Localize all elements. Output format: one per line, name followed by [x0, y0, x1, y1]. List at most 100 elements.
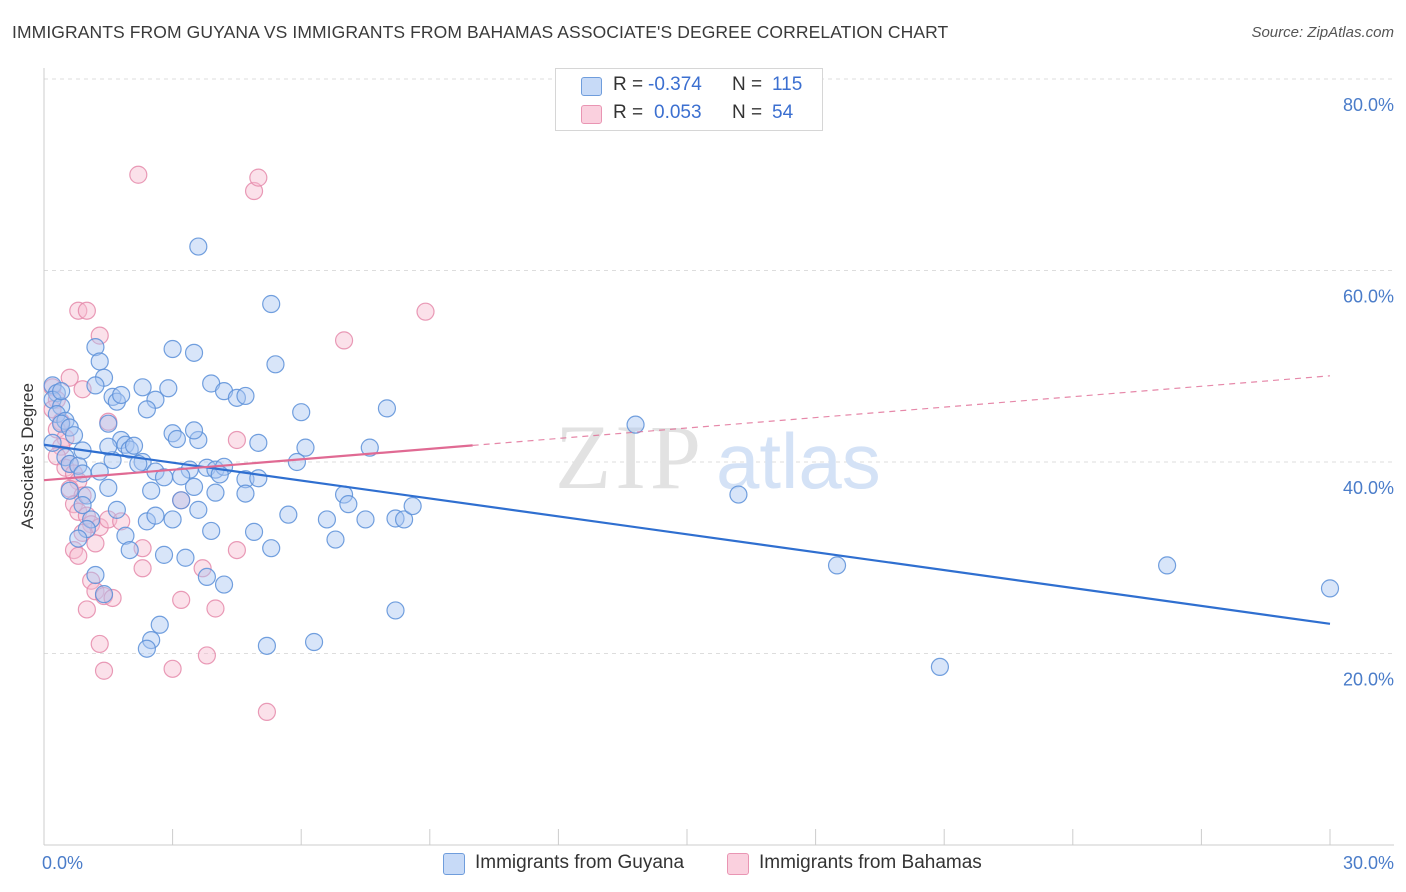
x-tick-label-min: 0.0%	[42, 853, 83, 873]
point-guyana-71	[197, 567, 216, 587]
point-guyana-64	[249, 469, 268, 488]
y-tick-label-20: 20.0%	[1343, 670, 1394, 690]
point-bahamas-20	[86, 534, 105, 553]
point-guyana-15	[77, 486, 96, 505]
point-guyana-107	[112, 385, 131, 405]
point-bahamas-44	[206, 599, 225, 618]
legend-n-label: N =	[732, 74, 763, 95]
point-guyana-87	[257, 636, 277, 655]
watermark-atlas: atlas	[716, 417, 881, 505]
point-guyana-102	[827, 556, 847, 575]
point-guyana-78	[266, 355, 285, 374]
point-guyana-92	[326, 530, 345, 549]
point-guyana-77	[262, 294, 281, 314]
legend-n-label: N =	[732, 102, 763, 123]
legend-item-guyana: Immigrants from Guyana	[443, 852, 703, 876]
point-bahamas-50	[133, 559, 152, 578]
point-guyana-100	[626, 415, 645, 434]
chart-title: IMMIGRANTS FROM GUYANA VS IMMIGRANTS FRO…	[12, 22, 949, 42]
point-guyana-101	[729, 485, 748, 504]
point-bahamas-31	[77, 301, 96, 320]
point-bahamas-47	[257, 702, 277, 722]
point-bahamas-40	[416, 302, 435, 321]
point-guyana-42	[150, 615, 169, 634]
point-guyana-84	[279, 505, 298, 524]
correlation-legend: R = -0.374 N = 115 R = 0.053 N = 54	[555, 68, 823, 131]
legend-swatch-bahamas	[581, 105, 602, 124]
point-guyana-112	[124, 436, 144, 455]
point-guyana-85	[262, 539, 281, 558]
point-guyana-61	[172, 467, 191, 486]
point-bahamas-43	[193, 559, 212, 578]
legend-label-bahamas: Immigrants from Bahamas	[759, 852, 982, 873]
legend-swatch-bahamas	[727, 853, 749, 875]
point-guyana-79	[236, 484, 255, 503]
point-guyana-104	[1158, 556, 1177, 575]
trend-line-guyana	[43, 443, 1331, 625]
point-guyana-99	[386, 601, 405, 620]
point-guyana-98	[403, 496, 422, 516]
legend-n-value-guyana: 115	[772, 74, 803, 95]
point-guyana-43	[142, 630, 161, 650]
point-guyana-9	[43, 433, 62, 452]
legend-r-label: R =	[613, 74, 644, 95]
y-tick-label-80: 80.0%	[1343, 95, 1394, 115]
point-bahamas-42	[172, 590, 191, 609]
point-guyana-91	[339, 495, 358, 514]
point-bahamas-32	[90, 326, 109, 345]
legend-n-value-bahamas: 54	[772, 102, 794, 123]
y-axis-title: Associate's Degree	[18, 383, 37, 529]
point-guyana-23	[86, 376, 105, 395]
point-guyana-103	[930, 657, 950, 677]
point-guyana-49	[184, 343, 204, 362]
point-guyana-20	[86, 338, 105, 357]
point-guyana-94	[360, 438, 379, 457]
legend-item-bahamas: Immigrants from Bahamas	[727, 852, 1007, 876]
point-guyana-105	[1320, 579, 1340, 598]
point-guyana-56	[236, 386, 255, 406]
trend-line-bahamas-dashed	[472, 375, 1331, 447]
point-guyana-106	[52, 382, 71, 401]
legend-row-bahamas: R = 0.053 N = 54	[556, 101, 822, 129]
legend-label-guyana: Immigrants from Guyana	[475, 852, 685, 873]
point-guyana-95	[377, 399, 397, 418]
point-guyana-70	[202, 521, 221, 541]
point-guyana-17	[82, 510, 101, 529]
point-guyana-83	[287, 452, 307, 472]
point-guyana-113	[90, 462, 109, 481]
point-bahamas-28	[90, 634, 109, 654]
point-bahamas-38	[249, 168, 268, 187]
y-tick-label-60: 60.0%	[1343, 287, 1394, 307]
point-guyana-41	[94, 585, 114, 604]
point-guyana-67	[206, 483, 225, 502]
point-bahamas-41	[227, 430, 246, 450]
legend-r-value-bahamas: 0.053	[654, 102, 702, 123]
point-bahamas-22	[69, 546, 88, 565]
point-guyana-81	[292, 403, 311, 422]
point-bahamas-33	[60, 368, 79, 387]
point-guyana-21	[90, 352, 109, 371]
point-bahamas-52	[112, 512, 131, 531]
point-guyana-47	[137, 400, 156, 419]
legend-r-label: R =	[613, 102, 644, 123]
series-guyana-points	[43, 237, 1340, 677]
point-guyana-93	[356, 510, 375, 529]
x-tick-label-max: 30.0%	[1343, 853, 1394, 873]
watermark: ZIP atlas	[555, 406, 881, 508]
point-bahamas-26	[103, 588, 122, 608]
point-guyana-97	[394, 510, 414, 529]
point-guyana-38	[116, 526, 135, 545]
point-guyana-66	[184, 477, 204, 496]
point-guyana-45	[133, 378, 152, 397]
grid-layer	[44, 78, 1394, 654]
point-guyana-44	[137, 639, 156, 658]
point-bahamas-36	[129, 165, 148, 184]
point-bahamas-29	[94, 661, 114, 680]
point-guyana-110	[99, 437, 118, 456]
point-guyana-52	[184, 421, 204, 440]
point-bahamas-48	[227, 540, 246, 560]
point-guyana-76	[189, 237, 208, 256]
point-guyana-6	[52, 414, 71, 433]
point-guyana-72	[214, 575, 234, 594]
legend-row-guyana: R = -0.374 N = 115	[556, 73, 822, 101]
